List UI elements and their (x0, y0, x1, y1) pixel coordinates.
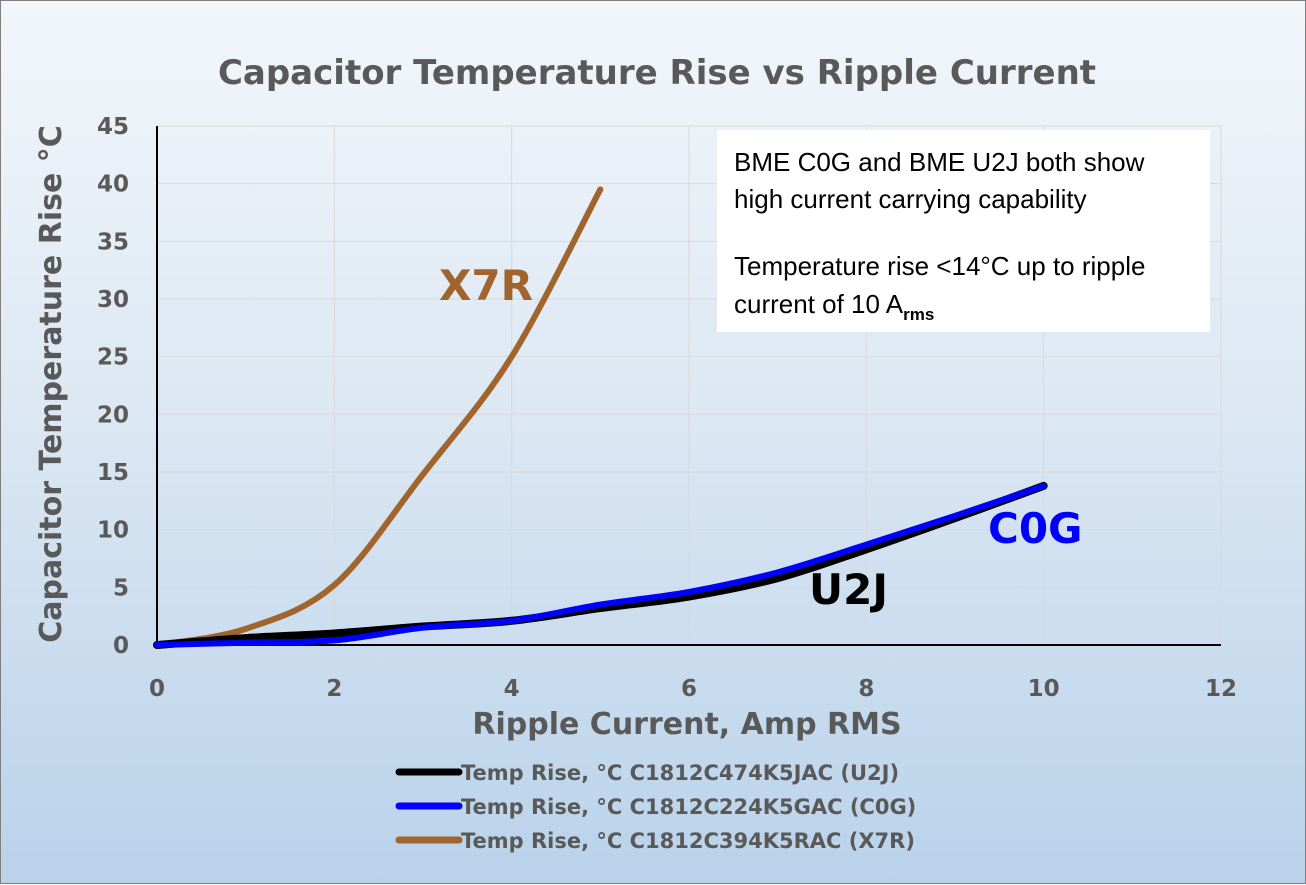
y-tick-labels: 0 5 10 15 20 25 30 35 40 45 (97, 114, 129, 659)
note-line-4-main: current of 10 A (734, 289, 904, 319)
series-line-0 (153, 481, 1048, 649)
axes (156, 126, 1221, 646)
legend: Temp Rise, °C C1812C474K5JAC (U2J) Temp R… (395, 761, 916, 853)
x-tick-label-4: 4 (504, 676, 520, 702)
note-line-2: high current carrying capability (734, 184, 1087, 214)
x-tick-label-10: 10 (1028, 676, 1060, 702)
y-tick-label-0: 0 (113, 633, 129, 659)
y-tick-label-40: 40 (97, 172, 129, 198)
y-tick-label-10: 10 (97, 518, 129, 544)
y-tick-label-25: 25 (97, 345, 129, 371)
legend-label-0: Temp Rise, °C C1812C474K5JAC (U2J) (461, 761, 899, 785)
series-line-2 (154, 186, 604, 648)
note-line-4-subscript: rms (903, 305, 934, 324)
y-tick-label-30: 30 (97, 287, 129, 313)
note-line-1: BME C0G and BME U2J both show (734, 147, 1145, 177)
x-axis-title: Ripple Current, Amp RMS (472, 707, 901, 742)
series-label-c0g: C0G (988, 504, 1083, 553)
chart-title: Capacitor Temperature Rise vs Ripple Cur… (218, 53, 1096, 93)
x-tick-label-2: 2 (326, 676, 342, 702)
x-tick-label-8: 8 (858, 676, 874, 702)
series-label-x7r: X7R (439, 261, 533, 310)
y-tick-label-35: 35 (97, 229, 129, 255)
gridlines (157, 125, 1222, 645)
series-label-u2j: U2J (809, 565, 888, 614)
y-tick-label-5: 5 (113, 575, 129, 601)
y-tick-label-45: 45 (97, 114, 129, 140)
series-line-1 (154, 482, 1047, 648)
legend-label-1: Temp Rise, °C C1812C224K5GAC (C0G) (461, 795, 916, 819)
series-lines (153, 186, 1048, 649)
legend-label-2: Temp Rise, °C C1812C394K5RAC (X7R) (461, 829, 915, 853)
x-tick-label-0: 0 (149, 676, 165, 702)
note-box: BME C0G and BME U2J both show high curre… (717, 130, 1210, 332)
x-tick-label-6: 6 (681, 676, 697, 702)
x-tick-labels: 0 2 4 6 8 10 12 (149, 676, 1237, 702)
x-tick-label-12: 12 (1205, 676, 1237, 702)
y-tick-label-20: 20 (97, 402, 129, 428)
note-background (717, 130, 1210, 332)
note-line-4: current of 10 Arms (734, 289, 934, 324)
y-axis-title: Capacitor Temperature Rise °C (34, 125, 69, 643)
y-tick-label-15: 15 (97, 460, 129, 486)
note-line-3: Temperature rise <14°C up to ripple (734, 251, 1145, 281)
